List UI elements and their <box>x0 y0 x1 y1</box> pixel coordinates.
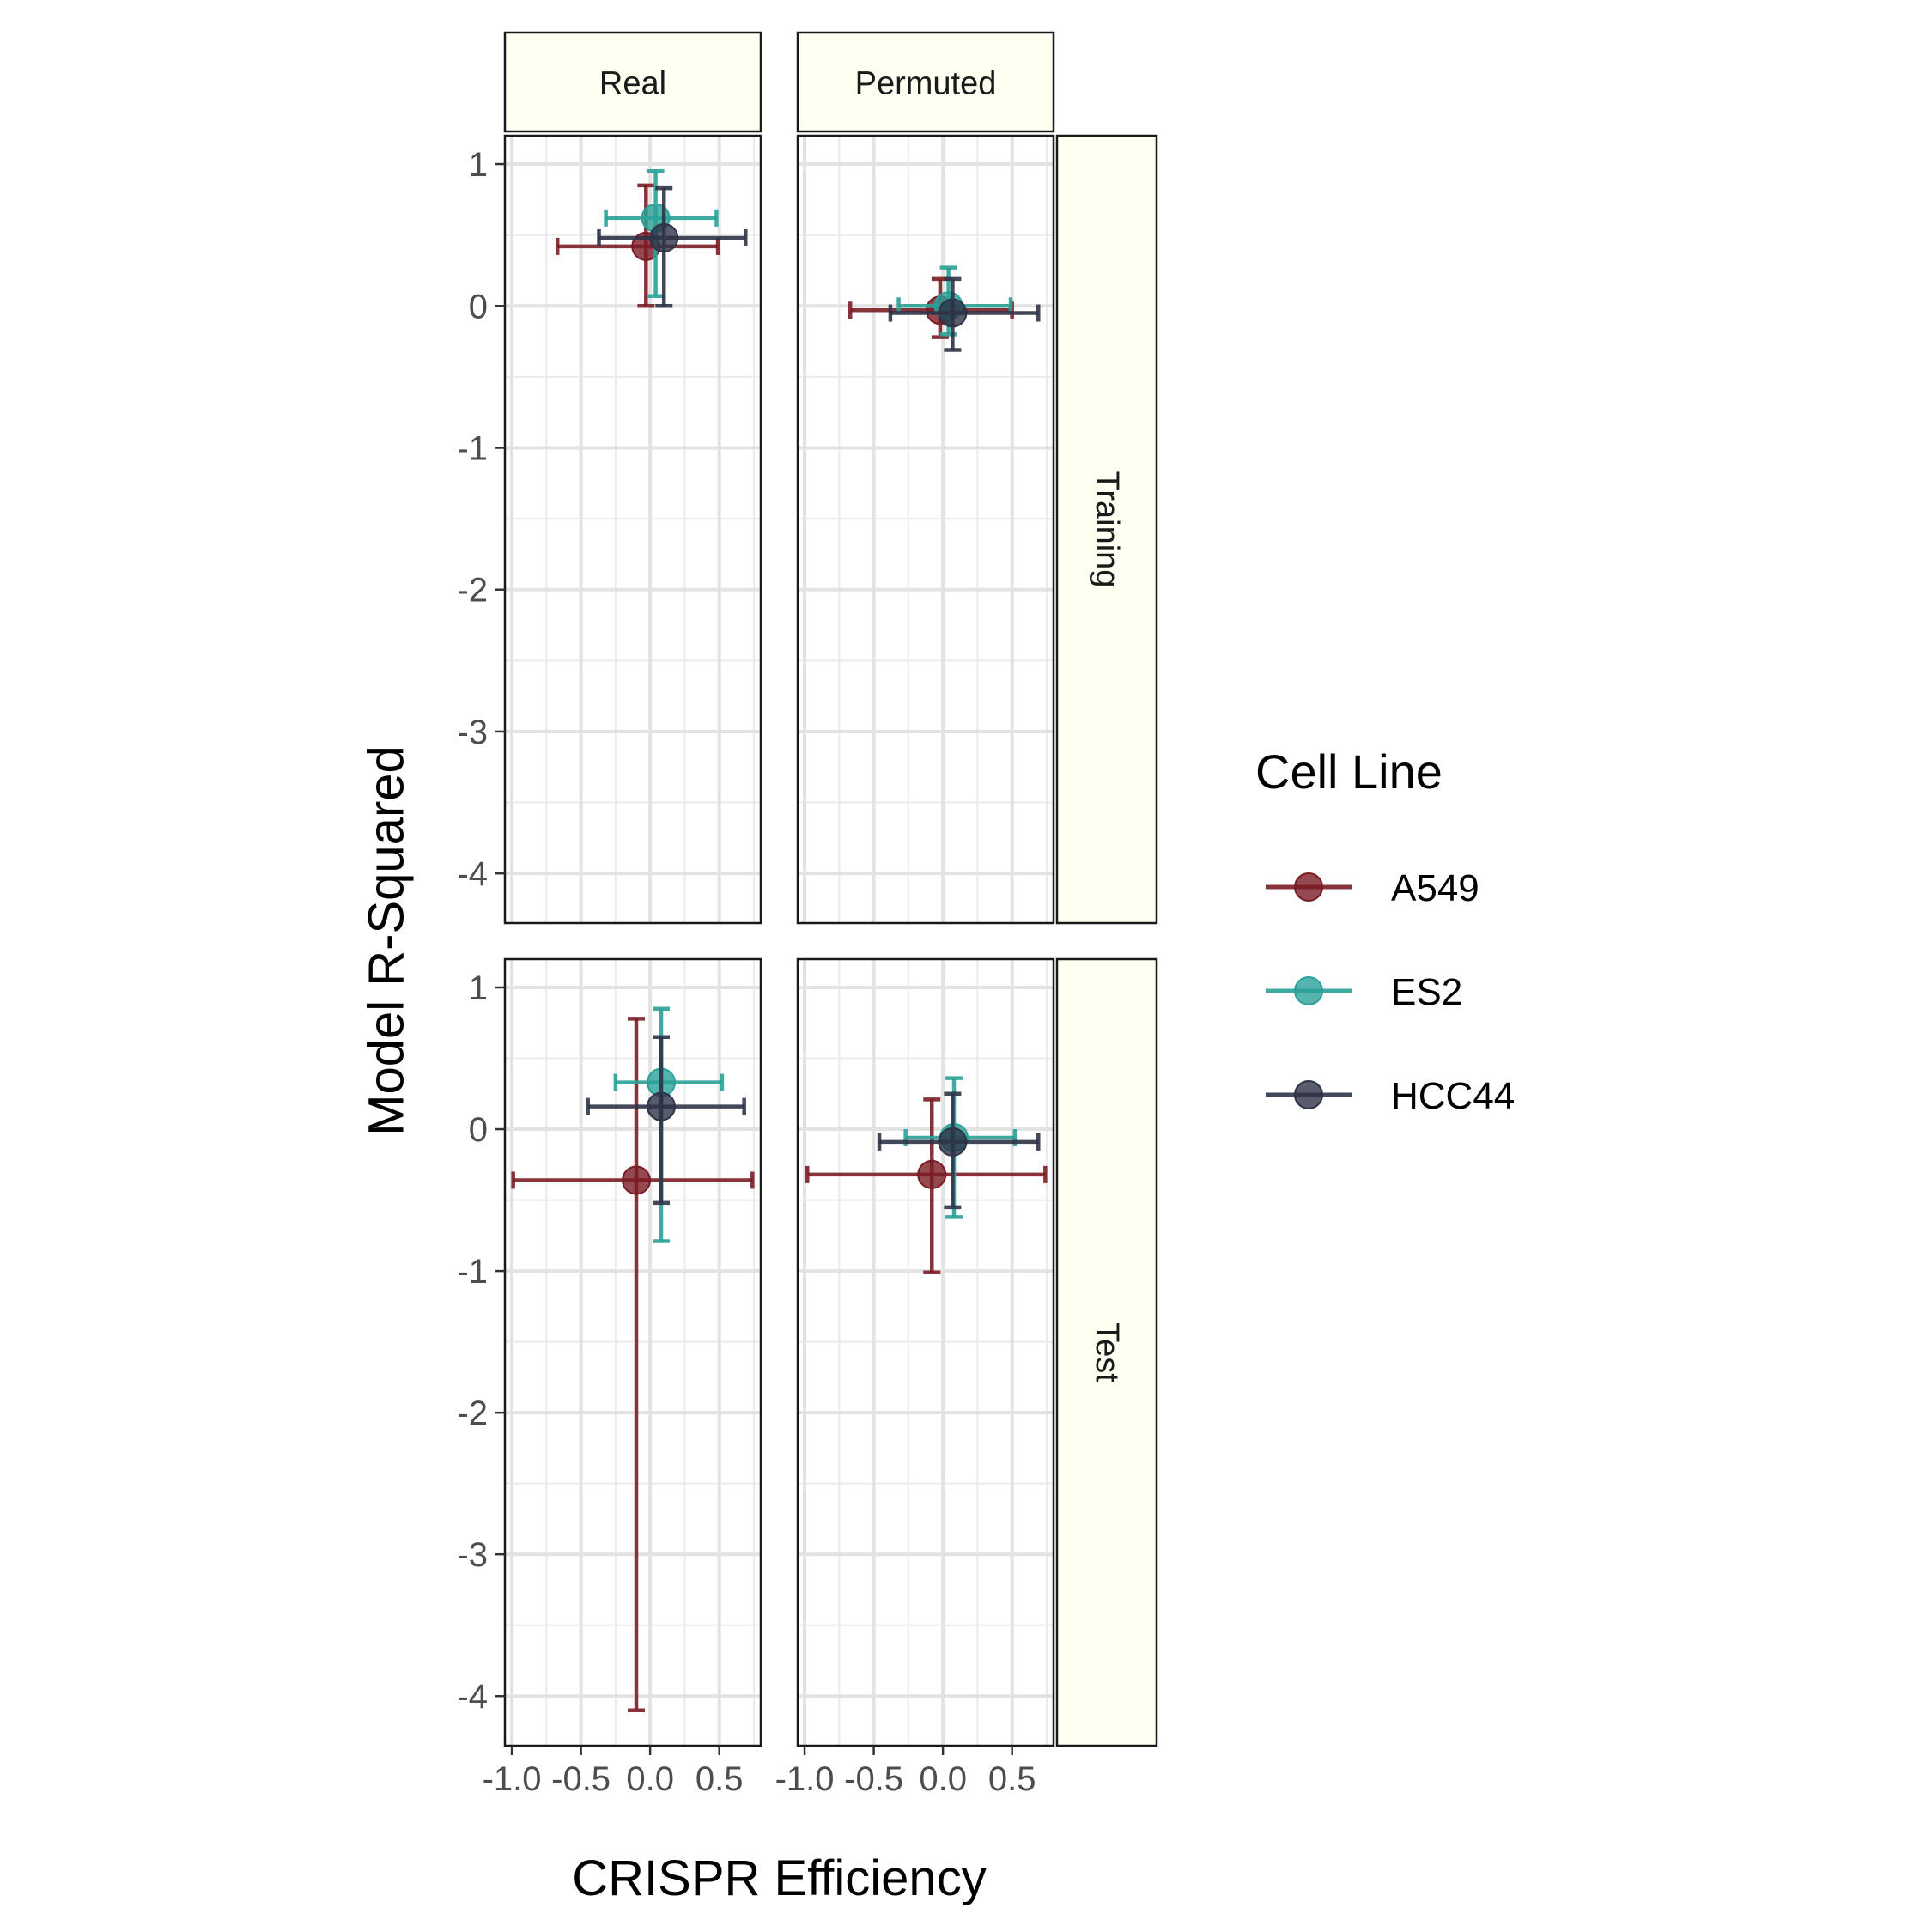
data-point <box>938 298 968 328</box>
data-point <box>938 1127 968 1157</box>
y-tick-label: -2 <box>457 572 488 610</box>
panel-background <box>798 136 1054 923</box>
y-tick-label: -3 <box>457 714 488 751</box>
panel-border <box>796 957 1055 1747</box>
legend-label: A549 <box>1391 867 1479 909</box>
y-tick-label: 1 <box>469 969 488 1007</box>
y-tick-label: 0 <box>469 288 488 325</box>
x-tick-label: 0.5 <box>988 1760 1036 1798</box>
y-tick-label: -4 <box>457 855 488 893</box>
legend-item-es2: ES2 <box>1266 971 1462 1013</box>
strip-row-training: Training <box>1055 134 1158 925</box>
legend-label: HCC44 <box>1391 1075 1515 1117</box>
panel-real-test <box>503 957 762 1747</box>
strip-background <box>503 31 762 133</box>
y-axis-training: 1 0 -1 -2 -3 -4 <box>457 146 505 893</box>
x-axis-real: -1.0 -0.5 0.0 0.5 <box>483 1746 744 1798</box>
panel-border <box>796 134 1055 925</box>
legend: Cell Line A549 ES2 HCC44 <box>1255 744 1515 1117</box>
x-axis-permuted: -1.0 -0.5 0.0 0.5 <box>775 1746 1036 1798</box>
data-point <box>917 1159 947 1189</box>
series-hcc44-mark <box>586 1035 746 1206</box>
strip-col-permuted: Permuted <box>796 31 1055 133</box>
panel-permuted-training <box>796 134 1055 925</box>
strip-background <box>796 31 1055 133</box>
x-tick-label: 0.0 <box>919 1760 967 1798</box>
y-tick-label: -4 <box>457 1678 488 1716</box>
data-point <box>649 222 679 252</box>
legend-item-a549: A549 <box>1266 867 1479 909</box>
x-tick-label: 0.5 <box>696 1760 744 1798</box>
legend-key-point <box>1294 1080 1323 1109</box>
legend-label: ES2 <box>1391 971 1462 1013</box>
legend-key-point <box>1294 872 1323 902</box>
series-hcc44-mark <box>888 276 1041 352</box>
strips-layer: Real Permuted Training Test <box>503 31 1158 1747</box>
strip-row-test: Test <box>1055 957 1158 1747</box>
panels-layer <box>503 134 1055 1747</box>
legend-title: Cell Line <box>1255 744 1443 799</box>
strip-label: Real <box>599 66 666 102</box>
panel-background <box>798 959 1054 1746</box>
x-tick-label: -0.5 <box>844 1760 903 1798</box>
series-hcc44-mark <box>877 1091 1041 1210</box>
panel-real-training <box>503 134 762 925</box>
strip-label: Permuted <box>855 66 997 102</box>
series-hcc44-mark <box>597 185 748 308</box>
y-tick-label: -3 <box>457 1536 488 1574</box>
strip-background <box>1055 134 1158 925</box>
strip-label: Test <box>1089 1322 1125 1382</box>
y-tick-label: 0 <box>469 1111 488 1149</box>
panel-border <box>503 957 762 1747</box>
y-tick-label: -1 <box>457 429 488 467</box>
y-axis-title: Model R-Squared <box>359 745 415 1136</box>
panel-background <box>505 136 761 923</box>
data-point <box>647 1091 677 1121</box>
legend-key-point <box>1294 976 1323 1005</box>
strip-col-real: Real <box>503 31 762 133</box>
x-tick-label: 0.0 <box>626 1760 674 1798</box>
data-point <box>622 1165 652 1195</box>
y-tick-label: -1 <box>457 1253 488 1291</box>
strip-background <box>1055 957 1158 1747</box>
x-axis-title: CRISPR Efficiency <box>572 1850 986 1906</box>
x-tick-label: -1.0 <box>483 1760 542 1798</box>
legend-item-hcc44: HCC44 <box>1266 1075 1515 1117</box>
y-axis-test: 1 0 -1 -2 -3 -4 <box>457 969 505 1716</box>
panel-border <box>503 134 762 925</box>
y-tick-label: 1 <box>469 146 488 184</box>
y-tick-label: -2 <box>457 1394 488 1432</box>
series-a549-mark <box>805 1097 1048 1274</box>
x-tick-label: -1.0 <box>775 1760 835 1798</box>
axes-layer: 10-1-2-3-410-1-2-3-4-1.0 -0.5 0.0 0.5 -1.0 -0… <box>359 146 1036 1906</box>
series-a549-mark <box>511 1017 755 1712</box>
strip-label: Training <box>1089 471 1125 588</box>
panel-permuted-test <box>796 957 1055 1747</box>
x-tick-label: -0.5 <box>551 1760 611 1798</box>
